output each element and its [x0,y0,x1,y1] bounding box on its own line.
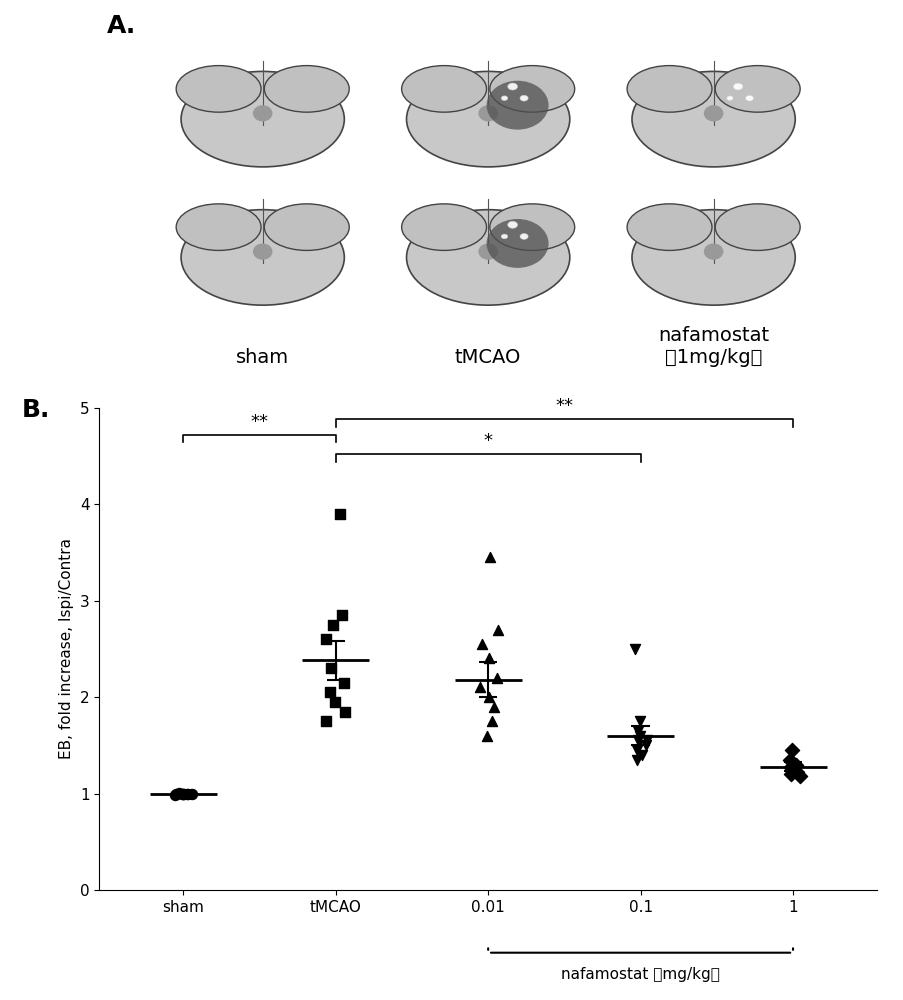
Point [181,786,195,802]
Ellipse shape [253,243,272,260]
Point [323,660,338,676]
Point [787,757,802,773]
Point [782,752,796,768]
Point [180,786,194,802]
Point [322,684,337,700]
Text: nafamostat: nafamostat [657,326,768,345]
Ellipse shape [489,204,574,250]
Ellipse shape [486,81,548,130]
Ellipse shape [500,96,507,101]
Point [176,786,191,802]
Point [490,622,505,638]
Point [630,732,645,748]
Ellipse shape [714,204,799,250]
Ellipse shape [181,210,344,305]
Ellipse shape [253,105,272,121]
Point [174,786,189,802]
Point [634,747,648,763]
Point [332,506,347,522]
Text: **: ** [250,413,268,431]
Point [783,759,797,775]
Text: （1mg/kg）: （1mg/kg） [665,348,761,367]
Ellipse shape [726,96,732,101]
Point [335,607,349,623]
Point [484,713,498,729]
Ellipse shape [181,71,344,167]
Point [489,670,504,686]
Point [481,689,496,705]
Point [326,617,340,633]
Point [176,786,191,802]
Text: nafamostat （mg/kg）: nafamostat （mg/kg） [561,967,720,982]
Point [184,786,199,802]
Ellipse shape [486,219,548,268]
Ellipse shape [631,210,795,305]
Ellipse shape [264,204,349,250]
Ellipse shape [703,243,722,260]
Point [472,679,487,695]
Point [327,694,341,710]
Ellipse shape [745,95,753,101]
Text: tMCAO: tMCAO [454,348,521,367]
Y-axis label: EB, fold increase, Ispi/Contra: EB, fold increase, Ispi/Contra [60,538,74,759]
Ellipse shape [519,234,527,239]
Ellipse shape [406,210,569,305]
Point [784,761,798,777]
Point [172,785,186,801]
Ellipse shape [176,204,261,250]
Text: A.: A. [107,14,136,38]
Point [479,728,494,744]
Point [638,737,652,753]
Point [789,764,804,780]
Ellipse shape [176,66,261,112]
Ellipse shape [627,66,712,112]
Ellipse shape [401,204,486,250]
Point [481,650,496,666]
Point [792,768,806,784]
Ellipse shape [732,83,742,90]
Point [475,636,489,652]
Point [486,699,500,715]
Point [177,786,191,802]
Point [783,766,797,782]
Point [482,549,497,565]
Ellipse shape [264,66,349,112]
Point [628,752,643,768]
Ellipse shape [507,221,517,228]
Text: **: ** [554,397,573,415]
Ellipse shape [519,95,527,101]
Point [168,787,182,803]
Point [632,713,647,729]
Point [338,704,352,720]
Point [319,631,333,647]
Text: B.: B. [22,398,50,422]
Point [628,641,642,657]
Text: sham: sham [236,348,289,367]
Text: *: * [483,432,492,450]
Ellipse shape [489,66,574,112]
Point [168,786,182,802]
Ellipse shape [703,105,722,121]
Ellipse shape [401,66,486,112]
Ellipse shape [631,71,795,167]
Ellipse shape [500,234,507,239]
Point [337,675,351,691]
Ellipse shape [478,243,498,260]
Ellipse shape [478,105,498,121]
Point [638,732,653,748]
Ellipse shape [714,66,799,112]
Ellipse shape [627,204,712,250]
Point [632,728,647,744]
Point [629,742,644,758]
Point [784,742,798,758]
Ellipse shape [507,83,517,90]
Point [318,713,332,729]
Point [630,723,645,739]
Ellipse shape [406,71,569,167]
